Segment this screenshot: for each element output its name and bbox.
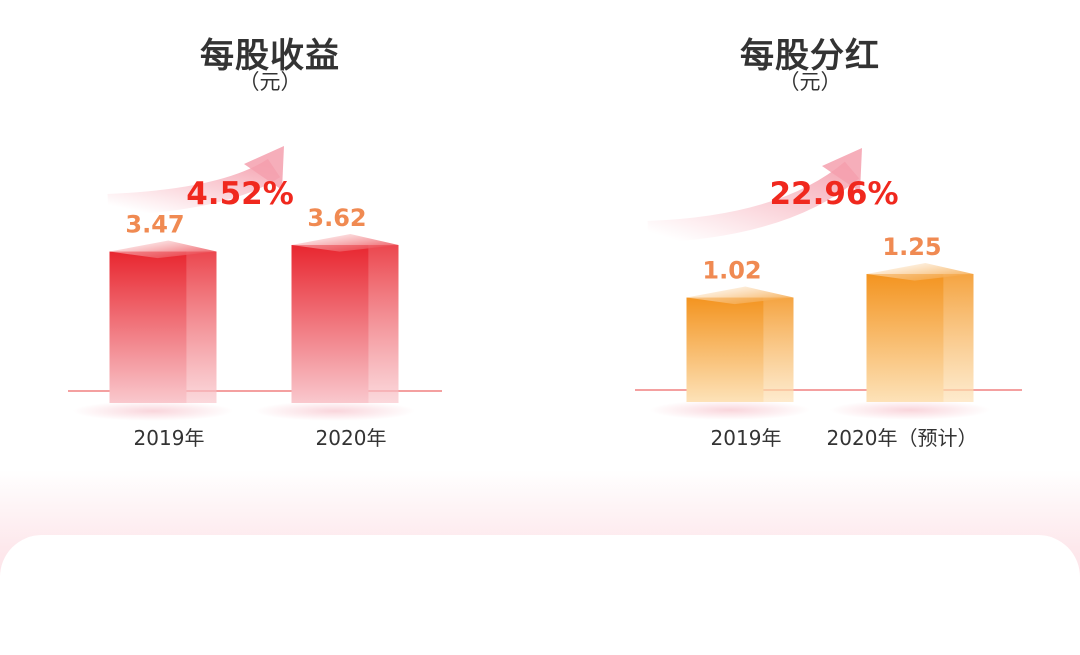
category-label: 2019年 [711, 426, 782, 450]
eps-chart-svg: 3.47 2019年 3.62 2020年 4.52% [68, 146, 442, 450]
bar-1 [254, 234, 416, 421]
dps-chart-svg: 1.02 2019年 1.25 2020年（预计） 22.96% [635, 148, 1022, 450]
value-label: 1.25 [882, 233, 941, 261]
category-label: 2019年 [134, 426, 205, 450]
eps-chart-panel: 每股收益 （元） 3.47 2019年 3.62 2020年 4.52% [0, 0, 540, 470]
bar-1 [829, 263, 991, 420]
chart-title: 每股收益 [200, 36, 340, 76]
growth-label: 4.52% [186, 176, 294, 212]
dps-chart-panel: 每股分红 （元） 1.02 2019年 1.25 2020年（预计） 22.96% [540, 0, 1080, 470]
category-label: 2020年 [316, 426, 387, 450]
bar-0 [72, 240, 234, 421]
value-label: 3.47 [125, 211, 184, 239]
bar-0 [649, 286, 811, 420]
value-label: 1.02 [702, 257, 761, 285]
growth-arrow [647, 148, 862, 243]
chart-unit: （元） [778, 70, 842, 94]
bottom-card [0, 535, 1080, 655]
category-label: 2020年（预计） [827, 426, 978, 450]
chart-unit: （元） [238, 70, 302, 94]
chart-title: 每股分红 [740, 36, 880, 76]
growth-label: 22.96% [769, 176, 898, 212]
growth-arrow [107, 146, 284, 216]
value-label: 3.62 [307, 204, 366, 232]
